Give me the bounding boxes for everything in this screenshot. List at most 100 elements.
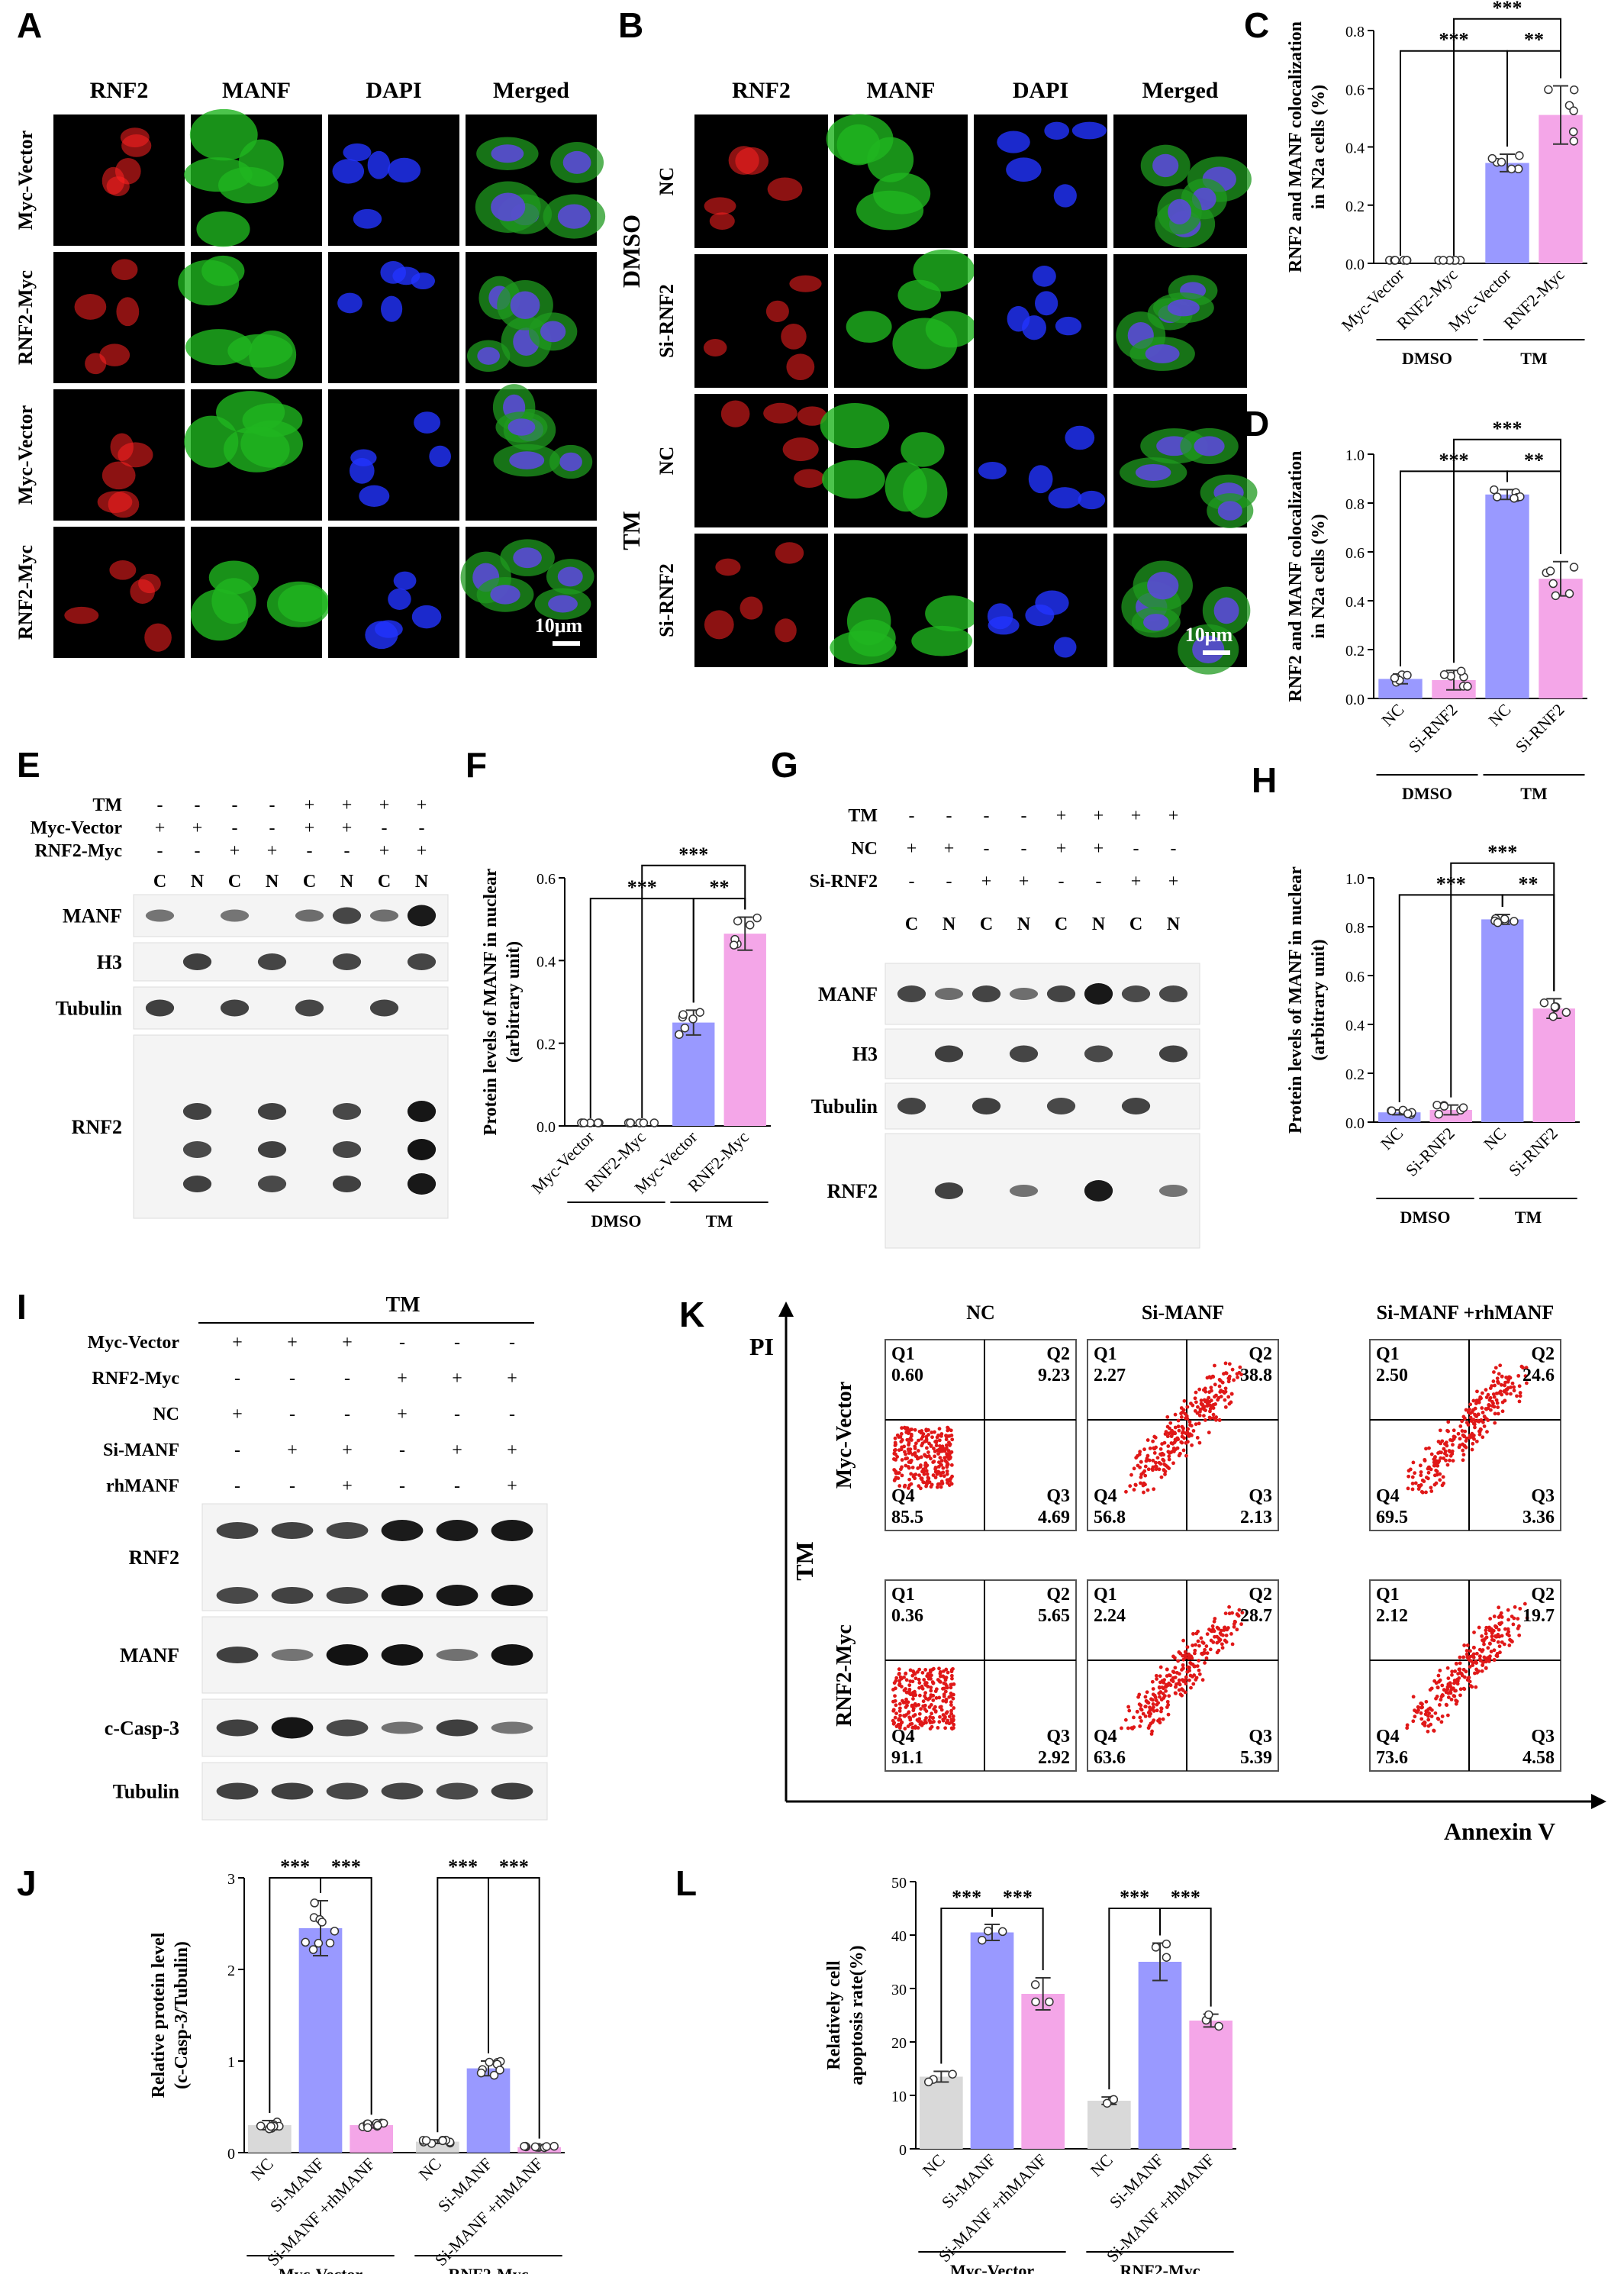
event-dot [1510, 1381, 1515, 1385]
data-point [1510, 917, 1519, 926]
category-label: NC [247, 2154, 277, 2184]
event-dot [942, 1686, 946, 1691]
event-dot [903, 1727, 907, 1730]
cell-cytoplasm [820, 403, 890, 449]
event-dot [949, 1455, 952, 1460]
event-dot [1151, 1698, 1155, 1702]
event-dot [1164, 1430, 1168, 1434]
cell-nucleus [978, 461, 1007, 479]
event-dot [1199, 1636, 1204, 1640]
event-dot [907, 1710, 911, 1714]
protein-band [934, 1182, 964, 1199]
western-blot-e: TM - - - - + + + + Myc-Vector + + - - + + - - RNF2-Myc - - + +… [31, 795, 449, 1219]
event-dot [913, 1451, 917, 1455]
event-dot [1224, 1371, 1229, 1376]
event-dot [1195, 1436, 1200, 1440]
event-dot [1489, 1650, 1494, 1653]
event-dot [945, 1463, 949, 1468]
event-dot [1191, 1674, 1195, 1679]
event-dot [903, 1483, 907, 1488]
treatment-sign: - [946, 872, 952, 892]
event-dot [1173, 1431, 1178, 1436]
event-dot [891, 1688, 895, 1692]
data-point [325, 1938, 335, 1948]
event-dot [917, 1429, 922, 1434]
data-point [421, 2136, 431, 2145]
event-dot [1451, 1443, 1455, 1447]
event-dot [1162, 1694, 1167, 1698]
treatment-sign: - [399, 1440, 405, 1460]
event-dot [1487, 1403, 1492, 1408]
event-dot [1462, 1416, 1467, 1421]
event-dot [1232, 1619, 1237, 1624]
event-dot [897, 1722, 901, 1727]
y-tick-label: 1.0 [1345, 871, 1365, 888]
event-dot [894, 1711, 898, 1715]
event-dot [898, 1435, 903, 1439]
treatment-sign: - [399, 1333, 405, 1353]
cell-nucleus [1055, 316, 1082, 336]
column-header: NC [966, 1302, 995, 1324]
event-dot [1238, 1365, 1242, 1369]
panel-letter-f: F [466, 745, 488, 785]
data-point [363, 2123, 372, 2133]
treatment-sign: - [307, 841, 313, 861]
cell-nucleus [775, 618, 797, 643]
lane-label: N [1092, 914, 1106, 934]
treatment-sign: - [984, 839, 990, 859]
event-dot [1458, 1687, 1463, 1692]
cell-nucleus [429, 445, 452, 468]
event-dot [1445, 1687, 1450, 1692]
cell-nucleus [508, 418, 536, 436]
event-dot [1464, 1421, 1469, 1425]
event-dot [924, 1709, 929, 1713]
y-tick-label: 0 [899, 2142, 907, 2159]
event-dot [930, 1482, 934, 1487]
event-dot [897, 1484, 902, 1488]
blot-strip [133, 894, 449, 937]
event-dot [1466, 1410, 1471, 1414]
protein-band [1158, 1185, 1188, 1197]
data-point [733, 916, 743, 926]
event-dot [1433, 1711, 1438, 1715]
event-dot [1227, 1611, 1232, 1616]
event-dot [1217, 1384, 1222, 1389]
significance-label: *** [1487, 841, 1517, 863]
event-dot [1196, 1639, 1200, 1643]
event-dot [1518, 1606, 1522, 1611]
quadrant-name: Q4 [1376, 1486, 1400, 1506]
cell-nucleus [540, 321, 566, 343]
event-dot [1435, 1472, 1439, 1477]
event-dot [1478, 1395, 1483, 1399]
blot-header-label: TM [385, 1293, 420, 1317]
event-dot [1159, 1706, 1164, 1711]
event-dot [1474, 1401, 1478, 1405]
event-dot [1171, 1449, 1175, 1453]
cell-nucleus [1044, 121, 1070, 140]
data-point [1561, 1008, 1571, 1018]
treatment-sign: + [230, 841, 240, 861]
blot-strip [884, 963, 1200, 1025]
y-tick-label: 0.6 [1345, 82, 1365, 98]
event-dot [947, 1440, 951, 1445]
event-dot [944, 1443, 949, 1447]
event-dot [907, 1443, 910, 1447]
event-dot [1502, 1642, 1506, 1647]
event-dot [915, 1669, 920, 1674]
event-dot [1523, 1374, 1528, 1379]
bar [466, 2068, 511, 2153]
event-dot [1486, 1418, 1490, 1422]
event-dot [1159, 1475, 1164, 1479]
cell-nucleus [1135, 463, 1171, 482]
y-axis-label: in N2a cells (%) [1309, 85, 1329, 209]
event-dot [1445, 1713, 1450, 1718]
cell-nucleus [720, 400, 750, 427]
cell-nucleus [74, 294, 107, 320]
event-dot [895, 1433, 900, 1437]
event-dot [1154, 1465, 1158, 1469]
event-dot [1163, 1472, 1167, 1476]
lane-label: C [1055, 914, 1068, 934]
event-dot [1139, 1481, 1142, 1485]
data-point [1439, 670, 1449, 679]
event-dot [1201, 1405, 1205, 1410]
